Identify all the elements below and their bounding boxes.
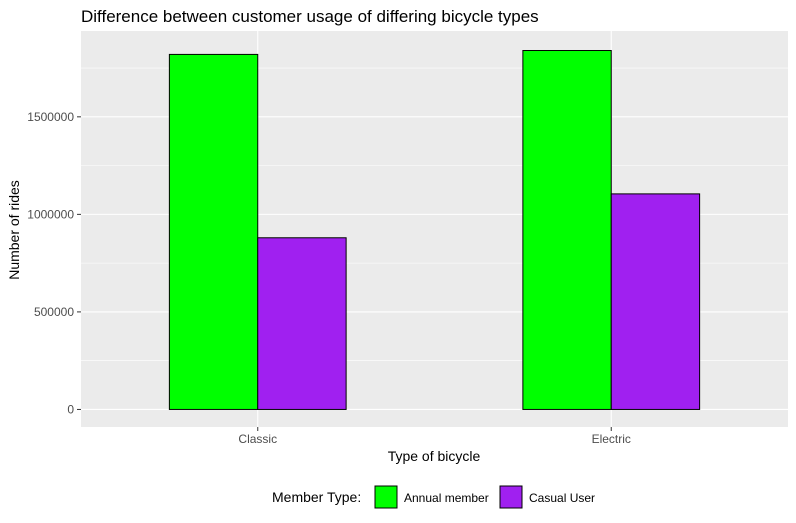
bars	[168, 50, 701, 410]
bar-casual-user-electric	[610, 193, 701, 410]
x-tick-label: Classic	[238, 432, 277, 446]
legend: Member Type: Annual member Casual User	[272, 485, 595, 509]
y-tick-label: 1000000	[27, 207, 74, 221]
y-tick-label: 1500000	[27, 110, 74, 124]
x-tick-label: Electric	[592, 432, 631, 446]
legend-label: Casual User	[529, 491, 595, 505]
bar-casual-user-classic	[257, 237, 347, 410]
chart-title: Difference between customer usage of dif…	[81, 7, 539, 26]
legend-swatch	[499, 485, 523, 509]
bar-annual-member-classic	[168, 53, 259, 410]
y-tick-label: 0	[67, 402, 74, 416]
y-axis-ticks: 0 500000 1000000 1500000	[27, 110, 81, 416]
legend-label: Annual member	[404, 491, 489, 505]
x-axis-title: Type of bicycle	[388, 448, 481, 464]
bar-annual-member-electric	[522, 50, 612, 410]
legend-title: Member Type:	[272, 489, 361, 505]
x-axis-ticks: Classic Electric	[238, 427, 631, 446]
y-tick-label: 500000	[34, 305, 74, 319]
legend-swatch	[374, 485, 398, 509]
y-axis-title: Number of rides	[6, 180, 22, 280]
